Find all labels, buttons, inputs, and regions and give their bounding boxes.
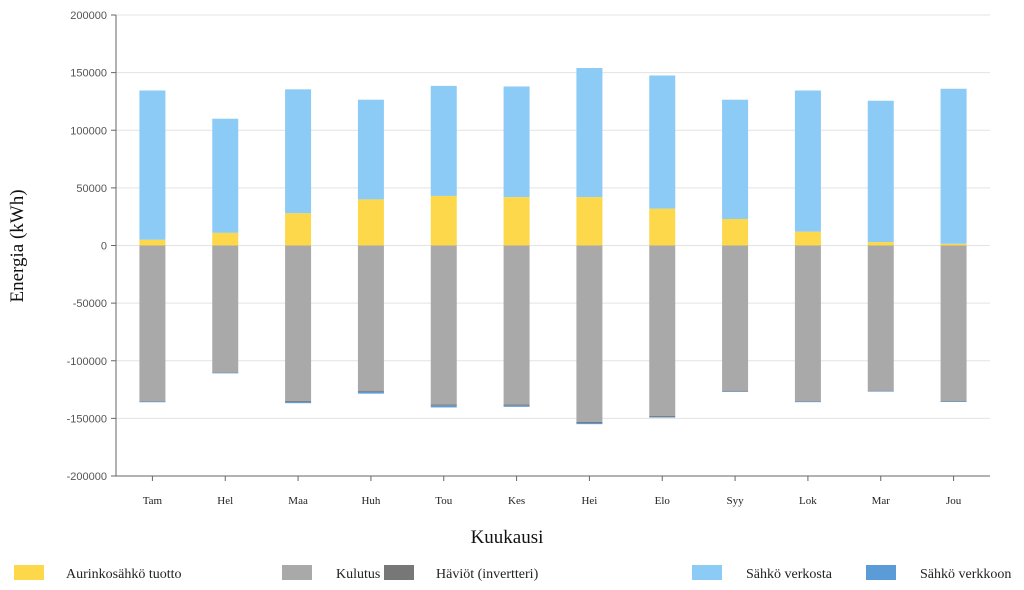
bar-lok-series-4 [794, 401, 821, 403]
bar-huh-series-0 [357, 199, 384, 246]
bar-jou-series-2 [940, 401, 967, 402]
y-tick-label: -150000 [67, 413, 107, 425]
bar-mar-series-1 [867, 245, 894, 391]
bar-kes-series-1 [503, 245, 530, 405]
bar-lok-series-3 [794, 90, 821, 232]
bar-hei-series-4 [576, 422, 603, 425]
bar-tou-series-4 [430, 405, 457, 408]
bar-lok-series-2 [794, 401, 821, 402]
bar-hel-series-2 [212, 372, 239, 373]
bar-lok-series-1 [794, 245, 821, 402]
legend: Aurinkosähkö tuotto Kulutus Häviöt (invert… [14, 565, 1011, 582]
y-tick-label: -100000 [67, 356, 107, 368]
bar-lok-series-0 [794, 231, 821, 246]
y-axis-ticks: 200000 150000 100000 50000 0 -50000 -100000 -15… [67, 10, 116, 483]
bar-syy-series-0 [722, 218, 749, 246]
y-tick-label: 200000 [70, 10, 107, 22]
bar-mar-series-2 [867, 390, 894, 392]
legend-label: Häviöt (invertteri) [436, 567, 539, 582]
x-axis-title: Kuukausi [471, 527, 544, 548]
bar-hei-series-2 [576, 421, 603, 423]
x-tick-label: Hei [581, 495, 597, 507]
bar-syy-series-3 [722, 99, 749, 219]
bar-elo-series-2 [649, 416, 676, 417]
bar-tam-series-3 [139, 90, 166, 240]
bar-hel-series-4 [212, 372, 239, 374]
bar-mar-series-4 [867, 391, 894, 392]
bar-tam-series-0 [139, 239, 166, 246]
y-tick-label: 100000 [70, 125, 107, 137]
bar-maa-series-4 [285, 402, 312, 404]
bar-tam-series-4 [139, 401, 166, 403]
bar-hel-series-1 [212, 245, 239, 373]
legend-swatch [14, 565, 44, 580]
bar-jou-series-4 [940, 401, 967, 402]
bar-maa-series-3 [285, 89, 312, 214]
bar-hel-series-3 [212, 118, 239, 233]
bar-huh-series-1 [357, 245, 384, 391]
bar-huh-series-2 [357, 390, 384, 392]
bar-hei-series-0 [576, 197, 603, 246]
bar-tam-series-1 [139, 245, 166, 402]
x-tick-label: Tou [435, 495, 452, 507]
legend-label: Sähkö verkosta [746, 567, 833, 582]
x-tick-label: Elo [655, 495, 671, 507]
grid-lines [116, 14, 990, 477]
x-tick-label: Syy [727, 495, 745, 507]
bar-hei-series-1 [576, 245, 603, 422]
bar-tam-series-2 [139, 401, 166, 402]
y-tick-label: 150000 [70, 68, 107, 80]
legend-swatch [692, 565, 722, 580]
x-tick-label: Kes [508, 495, 525, 507]
legend-label: Sähkö verkkoon [920, 567, 1011, 582]
bar-elo-series-3 [649, 75, 676, 209]
x-tick-label: Tam [143, 495, 163, 507]
bar-elo-series-0 [649, 208, 676, 246]
bar-marks [139, 68, 967, 425]
legend-swatch [384, 565, 414, 580]
bar-kes-series-0 [503, 197, 530, 246]
bar-jou-series-0 [940, 243, 967, 246]
bar-tou-series-1 [430, 245, 457, 405]
bar-maa-series-0 [285, 213, 312, 246]
x-axis-ticks: Tam Hel Maa Huh Tou Kes Hei Elo Syy Lok Mar Jou [143, 476, 962, 507]
bar-kes-series-2 [503, 404, 530, 406]
bar-syy-series-4 [722, 391, 749, 392]
bar-syy-series-2 [722, 390, 749, 392]
bar-elo-series-1 [649, 245, 676, 417]
bar-kes-series-4 [503, 405, 530, 407]
bar-elo-series-4 [649, 416, 676, 418]
bar-huh-series-3 [357, 99, 384, 200]
bar-hei-series-3 [576, 68, 603, 198]
legend-swatch [866, 565, 896, 580]
x-tick-label: Lok [799, 495, 817, 507]
x-tick-label: Jou [946, 495, 962, 507]
y-tick-label: -200000 [67, 471, 107, 483]
bar-mar-series-0 [867, 242, 894, 246]
bar-tou-series-3 [430, 85, 457, 196]
x-tick-label: Maa [288, 495, 308, 507]
y-tick-label: 50000 [76, 183, 107, 195]
bar-jou-series-3 [940, 88, 967, 244]
bar-tou-series-2 [430, 404, 457, 406]
y-tick-label: -50000 [73, 298, 107, 310]
bar-syy-series-1 [722, 245, 749, 391]
bar-huh-series-4 [357, 391, 384, 394]
legend-label: Aurinkosähkö tuotto [66, 567, 182, 582]
bar-hel-series-0 [212, 232, 239, 246]
bar-maa-series-2 [285, 401, 312, 403]
x-tick-label: Hel [217, 495, 233, 507]
bar-maa-series-1 [285, 245, 312, 402]
y-axis-title: Energia (kWh) [7, 189, 28, 302]
bar-jou-series-1 [940, 245, 967, 402]
bar-kes-series-3 [503, 86, 530, 198]
x-tick-label: Huh [361, 495, 380, 507]
legend-swatch [282, 565, 312, 580]
y-tick-label: 0 [101, 241, 107, 253]
bar-tou-series-0 [430, 195, 457, 246]
bar-mar-series-3 [867, 100, 894, 243]
legend-label: Kulutus [336, 567, 380, 582]
x-tick-label: Mar [872, 495, 891, 507]
